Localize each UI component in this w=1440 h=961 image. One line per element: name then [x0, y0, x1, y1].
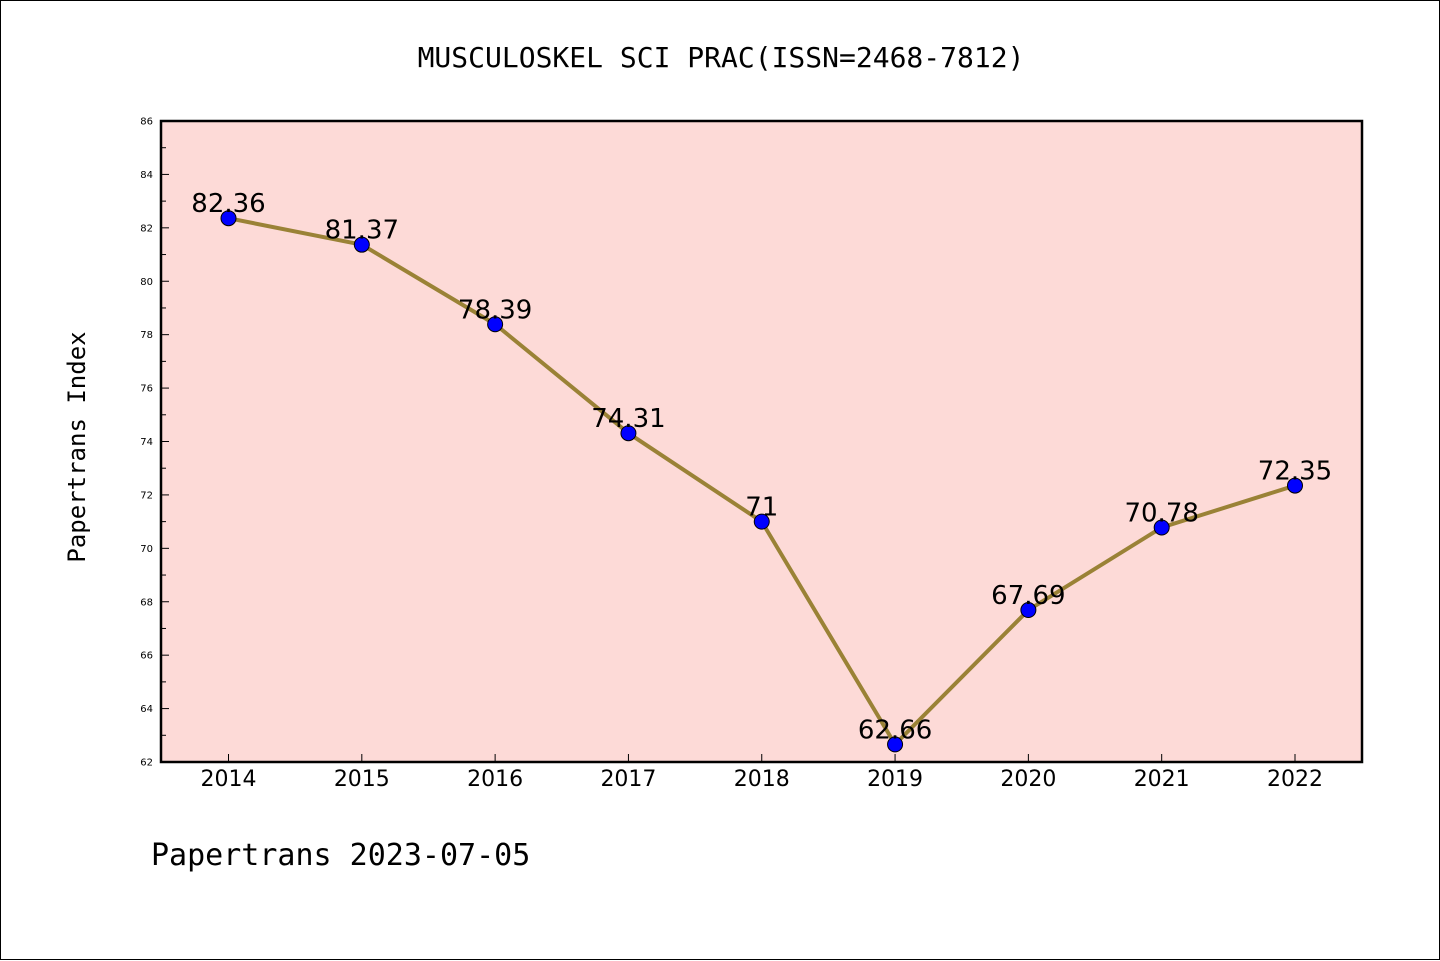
data-point	[487, 316, 504, 333]
x-tick-label: 2016	[467, 767, 523, 792]
x-tick-label: 2019	[867, 767, 923, 792]
x-tick-label: 2014	[201, 767, 257, 792]
y-tick-label: 84	[140, 170, 153, 181]
y-tick-label: 76	[140, 384, 153, 395]
y-tick-label: 86	[140, 117, 153, 128]
data-label: 82.36	[191, 189, 265, 219]
plot-frame	[159, 119, 1364, 764]
x-tick-label: 2017	[600, 767, 656, 792]
data-point	[1020, 602, 1037, 619]
y-tick-label: 62	[140, 758, 153, 769]
data-label: 74.31	[591, 404, 665, 434]
y-tick-label: 72	[140, 490, 153, 501]
x-tick-label: 2018	[734, 767, 790, 792]
chart-title: MUSCULOSKEL SCI PRAC(ISSN=2468-7812)	[418, 41, 1025, 74]
data-point	[220, 210, 237, 227]
y-tick-label: 78	[140, 330, 153, 341]
footer-note: Papertrans 2023-07-05	[151, 838, 530, 873]
data-label: 78.39	[458, 295, 532, 325]
data-point	[353, 236, 370, 253]
y-axis-title: Papertrans Index	[63, 331, 91, 562]
y-axis: 62 64 66 68 70 72 74 76 78 80 82 84 86	[140, 117, 169, 769]
data-point	[887, 736, 904, 753]
y-tick-label: 82	[140, 223, 153, 234]
y-tick-label: 68	[140, 597, 153, 608]
data-label: 62.66	[858, 715, 932, 745]
data-point	[753, 513, 770, 530]
data-point	[1287, 477, 1303, 494]
y-tick-label: 70	[140, 544, 153, 555]
series-line-group	[220, 210, 1303, 753]
data-label: 72.35	[1258, 457, 1332, 487]
data-labels: 82.36 81.37 78.39 74.31 71 62.66 67.69 70.78 72.…	[191, 189, 1332, 745]
y-tick-label: 80	[140, 277, 153, 288]
x-tick-label: 2021	[1134, 767, 1190, 792]
data-label: 71	[745, 493, 778, 523]
data-label: 67.69	[991, 581, 1065, 611]
y-tick-label: 74	[140, 437, 153, 448]
x-tick-label: 2022	[1267, 767, 1323, 792]
data-point	[1153, 519, 1170, 536]
data-label: 81.37	[325, 216, 399, 246]
y-tick-label: 64	[140, 704, 153, 715]
data-label: 70.78	[1124, 499, 1198, 529]
x-tick-label: 2020	[1000, 767, 1056, 792]
y-tick-label: 66	[140, 651, 153, 662]
x-tick-label: 2015	[334, 767, 390, 792]
data-point	[620, 425, 637, 442]
plot-area	[161, 121, 1362, 762]
x-axis: 2014 2015 2016 2017 2018 2019 2020 2021 2022	[201, 754, 1323, 792]
